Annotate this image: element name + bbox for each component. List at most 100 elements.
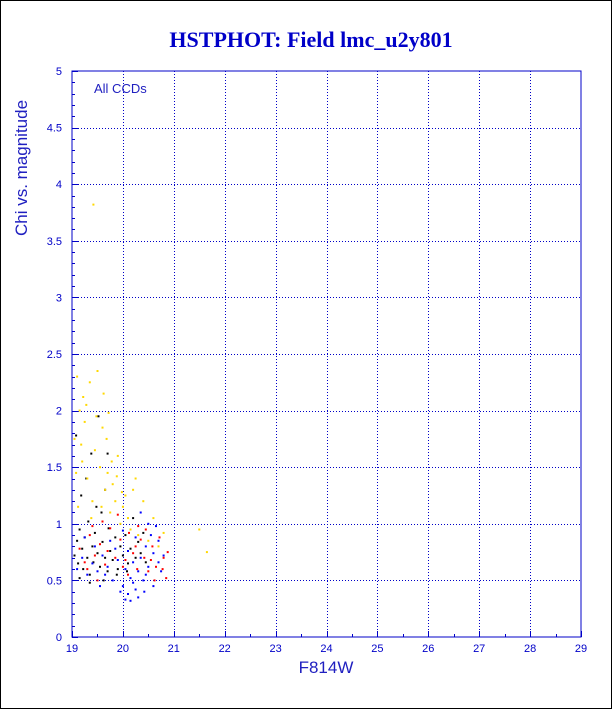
data-point: [99, 565, 101, 568]
data-point: [161, 568, 164, 571]
data-point: [104, 573, 107, 576]
data-point: [129, 528, 132, 531]
data-point: [75, 434, 78, 437]
data-point: [149, 534, 152, 537]
data-point: [81, 460, 84, 463]
data-point: [111, 483, 114, 486]
data-point: [111, 559, 114, 561]
data-point: [109, 527, 112, 530]
data-point: [87, 520, 90, 523]
data-point: [147, 522, 150, 525]
data-point: [152, 585, 155, 588]
x-tick-label: 20: [117, 643, 129, 655]
data-point: [90, 517, 93, 520]
data-point: [116, 513, 119, 516]
data-point: [83, 420, 86, 423]
data-point: [73, 554, 76, 557]
x-axis-ticks: 19 20 21 22 23 24 25 26 27 28 29: [66, 631, 587, 655]
data-point: [143, 590, 146, 593]
data-point: [126, 570, 128, 573]
data-point: [95, 505, 98, 508]
data-point: [134, 588, 137, 591]
data-point: [106, 452, 109, 455]
y-axis-ticks: 0 0.5 1 1.5 2 2.5 3 3.5 4 4.5 5: [47, 66, 78, 644]
data-point: [162, 556, 165, 559]
data-point: [198, 528, 201, 531]
data-point: [96, 552, 99, 555]
data-point: [109, 511, 112, 514]
data-point: [92, 561, 95, 564]
data-point: [121, 529, 124, 532]
data-point: [101, 520, 104, 523]
x-tick-label: 22: [219, 643, 231, 655]
data-point: [81, 556, 84, 559]
x-tick-label: 24: [320, 643, 332, 655]
data-point: [143, 556, 146, 559]
data-point: [77, 562, 80, 565]
data-point: [129, 599, 132, 602]
data-point: [77, 505, 80, 508]
data-point: [91, 500, 94, 503]
data-point: [82, 396, 85, 398]
data-point: [128, 531, 130, 534]
data-point: [78, 409, 81, 412]
data-point: [124, 598, 127, 601]
data-point: [102, 392, 105, 395]
data-point: [96, 579, 99, 582]
x-tick-label: 25: [371, 643, 383, 655]
data-point: [124, 559, 127, 561]
data-point: [119, 538, 122, 541]
data-point: [147, 570, 150, 573]
data-point: [99, 585, 101, 588]
data-point: [93, 545, 96, 548]
data-point: [114, 556, 117, 559]
data-point: [83, 536, 86, 539]
data-point: [115, 475, 118, 478]
data-point: [139, 511, 142, 514]
data-point: [165, 577, 168, 580]
y-tick-label: 2.5: [47, 349, 62, 361]
data-point: [86, 477, 89, 480]
data-point: [149, 559, 152, 561]
data-point: [109, 550, 112, 552]
data-point: [132, 561, 135, 564]
data-point: [91, 525, 94, 528]
x-tick-label: 23: [269, 643, 281, 655]
data-point: [134, 536, 137, 539]
data-point: [114, 536, 117, 539]
data-point: [157, 545, 160, 548]
data-point: [147, 539, 150, 542]
x-tick-label: 26: [422, 643, 434, 655]
data-point: [129, 577, 132, 580]
data-point: [134, 545, 137, 548]
data-point: [132, 552, 135, 555]
y-tick-label: 1: [56, 519, 62, 531]
data-point: [114, 547, 117, 550]
data-point: [160, 570, 163, 573]
data-point: [142, 579, 145, 582]
data-point: [124, 534, 127, 537]
data-point: [91, 545, 94, 548]
data-point: [88, 381, 91, 384]
data-point: [101, 554, 104, 557]
data-point: [119, 590, 122, 593]
y-axis-title: Chi vs. magnitude: [12, 100, 31, 236]
data-point: [73, 437, 76, 440]
data-point: [127, 593, 129, 595]
data-point: [104, 556, 107, 559]
data-point: [166, 551, 169, 554]
data-point: [132, 488, 135, 491]
data-point: [95, 415, 98, 418]
data-point: [86, 556, 89, 559]
data-point: [83, 561, 86, 564]
data-point: [144, 528, 147, 531]
data-point: [93, 531, 96, 534]
data-point: [134, 556, 137, 559]
data-point: [137, 570, 140, 573]
data-point: [106, 471, 109, 474]
data-point: [97, 415, 100, 418]
data-point: [144, 561, 147, 564]
data-point: [155, 525, 157, 528]
data-point: [124, 568, 127, 571]
